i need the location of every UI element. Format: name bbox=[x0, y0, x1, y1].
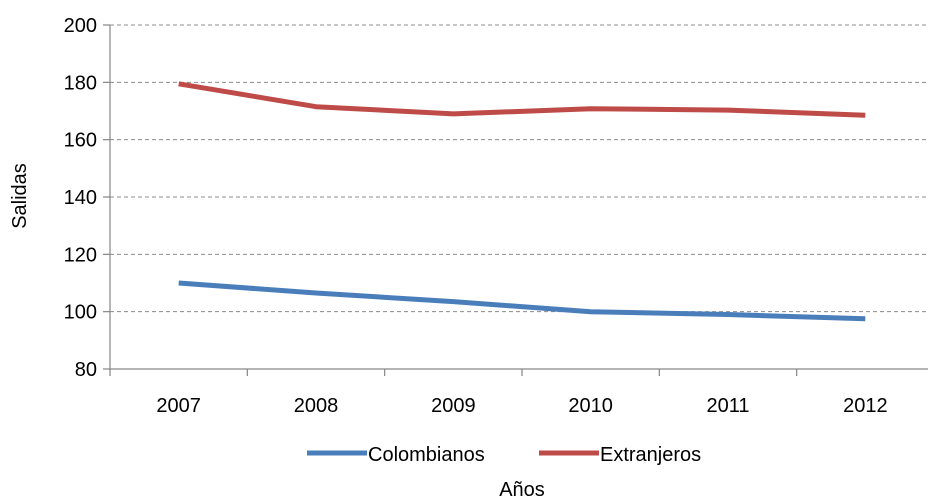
y-axis-title: Salidas bbox=[9, 163, 31, 229]
y-tick-label-140: 140 bbox=[64, 187, 97, 209]
x-tick-label-2011: 2011 bbox=[706, 395, 749, 417]
legend-label-colombianos: Colombianos bbox=[368, 444, 485, 466]
axes bbox=[103, 24, 928, 376]
x-tick-label-2010: 2010 bbox=[568, 395, 613, 417]
legend-label-extranjeros: Extranjeros bbox=[600, 444, 701, 466]
series-lines bbox=[178, 81, 866, 322]
y-tick-label-80: 80 bbox=[75, 359, 97, 381]
x-tick-label-2012: 2012 bbox=[843, 395, 888, 417]
series-line-extranjeros bbox=[178, 81, 866, 118]
y-tick-label-100: 100 bbox=[64, 302, 97, 324]
y-tick-labels: 80 100 120 140 160 180 200 bbox=[64, 15, 97, 381]
y-tick-label-160: 160 bbox=[64, 130, 97, 152]
x-tick-label-2008: 2008 bbox=[294, 395, 339, 417]
legend: Colombianos Extranjeros bbox=[307, 444, 701, 466]
x-tick-labels: 2007 2008 2009 2010 2011 2012 bbox=[156, 395, 887, 417]
y-tick-label-120: 120 bbox=[64, 244, 97, 266]
x-tick-label-2007: 2007 bbox=[156, 395, 201, 417]
y-tick-label-200: 200 bbox=[64, 15, 97, 37]
gridlines bbox=[110, 24, 928, 313]
x-axis-title: Años bbox=[499, 479, 545, 501]
series-line-colombianos bbox=[178, 280, 866, 322]
x-tick-label-2009: 2009 bbox=[431, 395, 476, 417]
y-tick-label-180: 180 bbox=[64, 72, 97, 94]
